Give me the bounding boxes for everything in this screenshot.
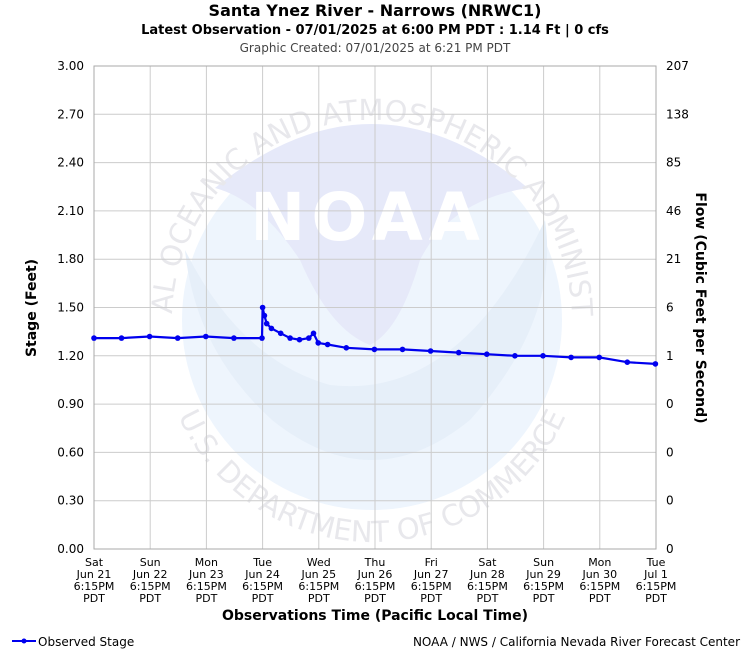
- y-axis-right-label: Flow (Cubic Feet per Second): [692, 192, 708, 423]
- observed-stage-point: [596, 354, 602, 361]
- y-axis-label: Stage (Feet): [24, 259, 40, 357]
- y-tick-label: 2.10: [57, 204, 84, 218]
- observed-stage-point: [277, 330, 284, 337]
- observed-stage-point: [371, 346, 378, 353]
- y-tick-label-right: 0: [666, 445, 674, 459]
- x-axis-ticks: Sat Jun 21 6:15PM PDT Sun Jun 22 6:15PM PDT Mon J…: [74, 556, 677, 605]
- y-tick-label-right: 138: [666, 107, 689, 121]
- y-tick-label: 2.40: [57, 156, 84, 170]
- observed-stage-line: [94, 307, 656, 365]
- y-tick-label: 1.20: [57, 349, 84, 363]
- x-tick-label: Sat Jun 28 6:15PM PDT: [467, 556, 508, 605]
- watermark-gull-icon: [215, 124, 528, 345]
- observed-stage-point: [484, 351, 490, 358]
- y-tick-label: 0.00: [57, 542, 84, 556]
- observed-stage-point: [315, 340, 322, 346]
- observed-stage-point: [259, 335, 265, 341]
- y-tick-label-right: 21: [666, 252, 681, 266]
- chart-title: Santa Ynez River - Narrows (NRWC1): [209, 1, 542, 20]
- graphic-created: Graphic Created: 07/01/2025 at 6:21 PM P…: [240, 41, 511, 55]
- observed-stage-series: [91, 304, 659, 367]
- watermark-logo-text: NOAA: [250, 179, 486, 256]
- y-tick-label-right: 0: [666, 494, 674, 508]
- observed-stage-point: [540, 353, 546, 359]
- legend: Observed Stage: [12, 635, 134, 649]
- y-tick-label: 1.50: [57, 301, 84, 315]
- observed-stage-point: [427, 348, 434, 354]
- observed-stage-point: [512, 353, 518, 359]
- y-axis-ticks: 0.00 0 0.30 0 0.60 0 0.90 0 1.20 1 1.50 6 1.80 21 2.10…: [57, 59, 689, 556]
- observed-stage-point: [91, 335, 97, 341]
- observed-stage-point: [624, 359, 631, 366]
- observed-stage-point: [287, 335, 293, 341]
- y-tick-label: 1.80: [57, 252, 84, 266]
- x-tick-label: Sun Jun 22 6:15PM PDT: [130, 556, 171, 605]
- x-tick-label: Mon Jun 30 6:15PM PDT: [579, 556, 620, 605]
- legend-label: Observed Stage: [38, 635, 134, 649]
- y-tick-label-right: 6: [666, 301, 674, 315]
- x-tick-label: Thu Jun 26 6:15PM PDT: [355, 556, 396, 605]
- y-tick-label-right: 207: [666, 59, 689, 73]
- observed-stage-point: [118, 335, 125, 341]
- x-tick-label: Fri Jun 27 6:15PM PDT: [411, 556, 452, 605]
- watermark-wave-icon: [185, 220, 548, 460]
- y-tick-label-right: 46: [666, 204, 681, 218]
- observed-stage-point: [174, 335, 181, 341]
- y-tick-label-right: 0: [666, 397, 674, 411]
- latest-observation: Latest Observation - 07/01/2025 at 6:00 …: [141, 23, 609, 38]
- observed-stage-point: [263, 320, 270, 327]
- observed-stage-point: [568, 354, 574, 361]
- observed-stage-point: [203, 333, 209, 340]
- observed-stage-point: [146, 333, 153, 340]
- y-tick-label: 2.70: [57, 107, 84, 121]
- y-tick-label: 0.90: [57, 397, 84, 411]
- observed-stage-point: [343, 345, 350, 351]
- x-tick-label: Mon Jun 23 6:15PM PDT: [186, 556, 227, 605]
- x-tick-label: Sun Jun 29 6:15PM PDT: [523, 556, 564, 605]
- legend-marker-icon: [21, 638, 27, 644]
- y-tick-label: 0.30: [57, 494, 84, 508]
- x-tick-label: Wed Jun 25 6:15PM PDT: [298, 556, 339, 605]
- observed-stage-point: [296, 336, 303, 343]
- y-tick-label: 3.00: [57, 59, 84, 73]
- observed-stage-point: [306, 335, 312, 341]
- y-tick-label: 0.60: [57, 445, 84, 459]
- observed-stage-point: [259, 304, 266, 311]
- noaa-watermark: NOAA NATIONAL OCEANIC AND ATMOSPHERIC AD…: [0, 0, 599, 549]
- grid-lines: [93, 65, 657, 550]
- observed-stage-point: [399, 346, 406, 353]
- observed-stage-point: [455, 349, 462, 356]
- x-axis-label: Observations Time (Pacific Local Time): [222, 608, 528, 624]
- observed-stage-point: [652, 361, 659, 367]
- y-tick-label-right: 85: [666, 156, 681, 170]
- x-tick-label: Tue Jun 24 6:15PM PDT: [242, 556, 283, 605]
- credit-text: NOAA / NWS / California Nevada River For…: [413, 635, 740, 649]
- observed-stage-point: [261, 312, 268, 319]
- x-tick-label: Sat Jun 21 6:15PM PDT: [74, 556, 115, 605]
- observed-stage-point: [231, 335, 237, 341]
- y-tick-label-right: 0: [666, 542, 674, 556]
- x-tick-label: Tue Jul 1 6:15PM PDT: [636, 556, 677, 605]
- observed-stage-point: [310, 330, 317, 337]
- plot-frame: [93, 65, 657, 550]
- observed-stage-point: [268, 325, 275, 332]
- y-tick-label-right: 1: [666, 349, 674, 363]
- observed-stage-point: [324, 341, 331, 348]
